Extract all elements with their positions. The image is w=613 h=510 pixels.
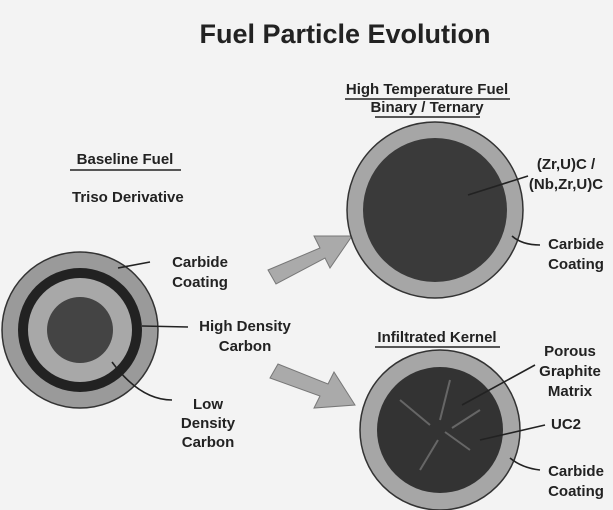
- leader: [111, 361, 173, 401]
- label: Porous: [544, 343, 596, 360]
- label: High Density: [199, 318, 291, 335]
- label: Carbide: [172, 254, 228, 271]
- baseline-subheading: Triso Derivative: [72, 189, 184, 206]
- label: Coating: [172, 274, 228, 291]
- leader: [461, 364, 536, 406]
- label: Carbon: [219, 338, 272, 355]
- high-temperature-particle: [346, 121, 524, 299]
- arrow: [267, 235, 353, 285]
- infiltrated-particle: [359, 349, 521, 510]
- leader: [509, 457, 541, 471]
- label: Carbon: [182, 434, 235, 451]
- title: Fuel Particle Evolution: [199, 19, 490, 49]
- leader: [141, 325, 189, 328]
- label: (Nb,Zr,U)C: [529, 176, 603, 193]
- label: (Zr,U)C /: [537, 156, 596, 173]
- label: Density: [181, 415, 236, 432]
- label: Carbide: [548, 463, 604, 480]
- heading: Binary / Ternary: [370, 99, 484, 116]
- heading: Infiltrated Kernel: [377, 329, 496, 346]
- leader: [467, 175, 529, 196]
- heading: High Temperature Fuel: [346, 81, 508, 98]
- label: Low: [193, 396, 223, 413]
- label: Matrix: [548, 383, 593, 400]
- baseline-heading: Baseline Fuel: [77, 151, 174, 168]
- label: Graphite: [539, 363, 601, 380]
- baseline-particle: [1, 251, 159, 409]
- arrow: [269, 363, 356, 409]
- leader: [511, 235, 541, 246]
- label: Carbide: [548, 236, 604, 253]
- leader: [479, 424, 546, 441]
- leader: [117, 261, 151, 269]
- label: UC2: [551, 416, 581, 433]
- label: Coating: [548, 256, 604, 273]
- label: Coating: [548, 483, 604, 500]
